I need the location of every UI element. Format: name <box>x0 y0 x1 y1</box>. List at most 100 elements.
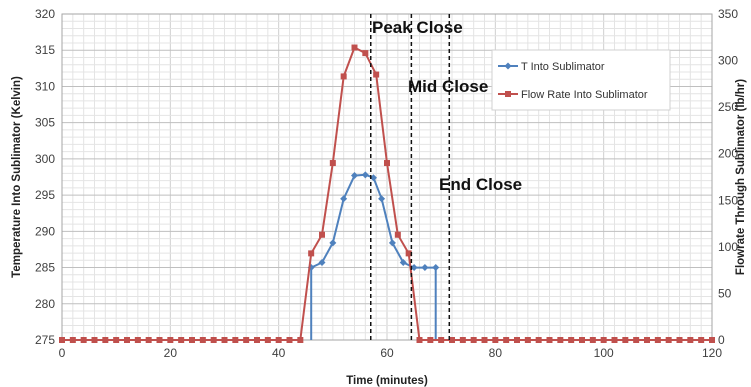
data-point <box>421 264 429 272</box>
data-point <box>514 337 520 343</box>
legend: T Into Sublimator Flow Rate Into Sublimat… <box>491 49 671 111</box>
data-point <box>427 337 434 343</box>
y-right-tick-label: 100 <box>718 240 738 254</box>
legend-box <box>491 49 671 111</box>
data-point <box>622 337 629 343</box>
data-point <box>459 337 466 343</box>
data-point <box>492 337 499 343</box>
data-point <box>264 337 271 343</box>
data-point <box>373 71 380 78</box>
data-point <box>600 337 607 343</box>
data-point <box>167 337 174 343</box>
x-tick-label: 60 <box>380 346 394 360</box>
data-point <box>384 160 390 167</box>
x-tick-label: 40 <box>272 346 286 360</box>
data-point <box>351 44 358 51</box>
data-point <box>318 258 326 266</box>
y-left-tick-label: 310 <box>35 79 55 93</box>
data-point <box>470 337 477 343</box>
data-point <box>410 264 418 272</box>
data-point <box>432 264 440 272</box>
x-tick-label: 100 <box>594 346 614 360</box>
data-point <box>361 171 369 179</box>
data-point <box>535 337 542 343</box>
data-point <box>665 337 672 343</box>
data-point <box>232 337 239 343</box>
data-point <box>156 337 163 343</box>
x-tick-label: 80 <box>489 346 503 360</box>
y-right-tick-label: 150 <box>718 193 738 207</box>
data-point <box>369 174 377 182</box>
y-right-tick-label: 300 <box>718 54 738 68</box>
x-tick-label: 0 <box>59 346 66 360</box>
series <box>59 44 715 343</box>
y-left-tick-label: 290 <box>35 224 55 238</box>
data-point <box>388 239 396 247</box>
data-point <box>91 337 98 343</box>
data-point <box>394 231 401 238</box>
data-point <box>524 337 531 343</box>
tick-labels: 0 20 40 60 80 100 120 275 280 285 290 295 300 305 310 3… <box>35 7 738 360</box>
data-point <box>340 195 348 203</box>
data-point <box>611 337 618 343</box>
data-point <box>568 337 575 343</box>
y-right-tick-label: 200 <box>718 147 738 161</box>
data-point <box>124 337 130 343</box>
data-point <box>199 337 206 343</box>
data-point <box>178 337 185 343</box>
data-point <box>102 337 109 343</box>
data-point <box>416 337 423 343</box>
data-point <box>69 337 76 343</box>
data-point <box>340 73 347 80</box>
y-left-tick-label: 295 <box>35 188 55 202</box>
y-right-tick-label: 350 <box>718 7 738 21</box>
data-point <box>243 337 250 343</box>
y-left-tick-label: 300 <box>35 152 55 166</box>
x-tick-label: 120 <box>702 346 722 360</box>
data-point <box>134 337 141 343</box>
data-point <box>546 337 553 343</box>
data-point <box>80 337 87 343</box>
data-point <box>308 250 315 257</box>
data-point <box>210 337 217 343</box>
data-point <box>351 172 358 180</box>
data-point <box>113 337 120 343</box>
data-point <box>297 337 304 343</box>
data-point <box>145 337 152 343</box>
legend-items: T Into Sublimator Flow Rate Into Sublimat… <box>498 61 648 101</box>
legend-label: T Into Sublimator <box>521 61 605 73</box>
y-left-tick-label: 315 <box>35 43 55 57</box>
y-left-tick-label: 280 <box>35 297 55 311</box>
annotations: Peak Close Mid Close End Close <box>370 14 522 340</box>
data-point <box>329 239 337 247</box>
y-right-tick-label: 250 <box>718 100 738 114</box>
data-point <box>329 160 336 167</box>
data-point <box>687 337 694 343</box>
y-right-tick-label: 0 <box>718 333 725 347</box>
legend-label: Flow Rate Into Sublimator <box>521 89 648 101</box>
data-point <box>399 258 407 266</box>
data-point <box>449 337 455 343</box>
data-point <box>378 195 386 203</box>
data-point <box>633 337 640 343</box>
legend-marker <box>505 91 511 97</box>
x-axis-title: Time (minutes) <box>346 375 428 387</box>
y-left-tick-label: 320 <box>35 7 55 21</box>
data-point <box>438 337 445 343</box>
data-point <box>698 337 705 343</box>
data-point <box>405 250 412 257</box>
data-point <box>579 337 585 343</box>
annotation-label: End Close <box>439 175 522 194</box>
y-axis-right-title: Flowrate Through Sublimator (lb/hr) <box>735 79 747 275</box>
y-left-tick-label: 275 <box>35 333 55 347</box>
y-left-tick-label: 285 <box>35 261 55 275</box>
annotation-label: Peak Close <box>372 18 463 37</box>
data-point <box>362 50 369 57</box>
data-point <box>644 337 650 343</box>
data-point <box>275 337 282 343</box>
data-point <box>503 337 510 343</box>
data-point <box>654 337 661 343</box>
data-point <box>286 337 293 343</box>
